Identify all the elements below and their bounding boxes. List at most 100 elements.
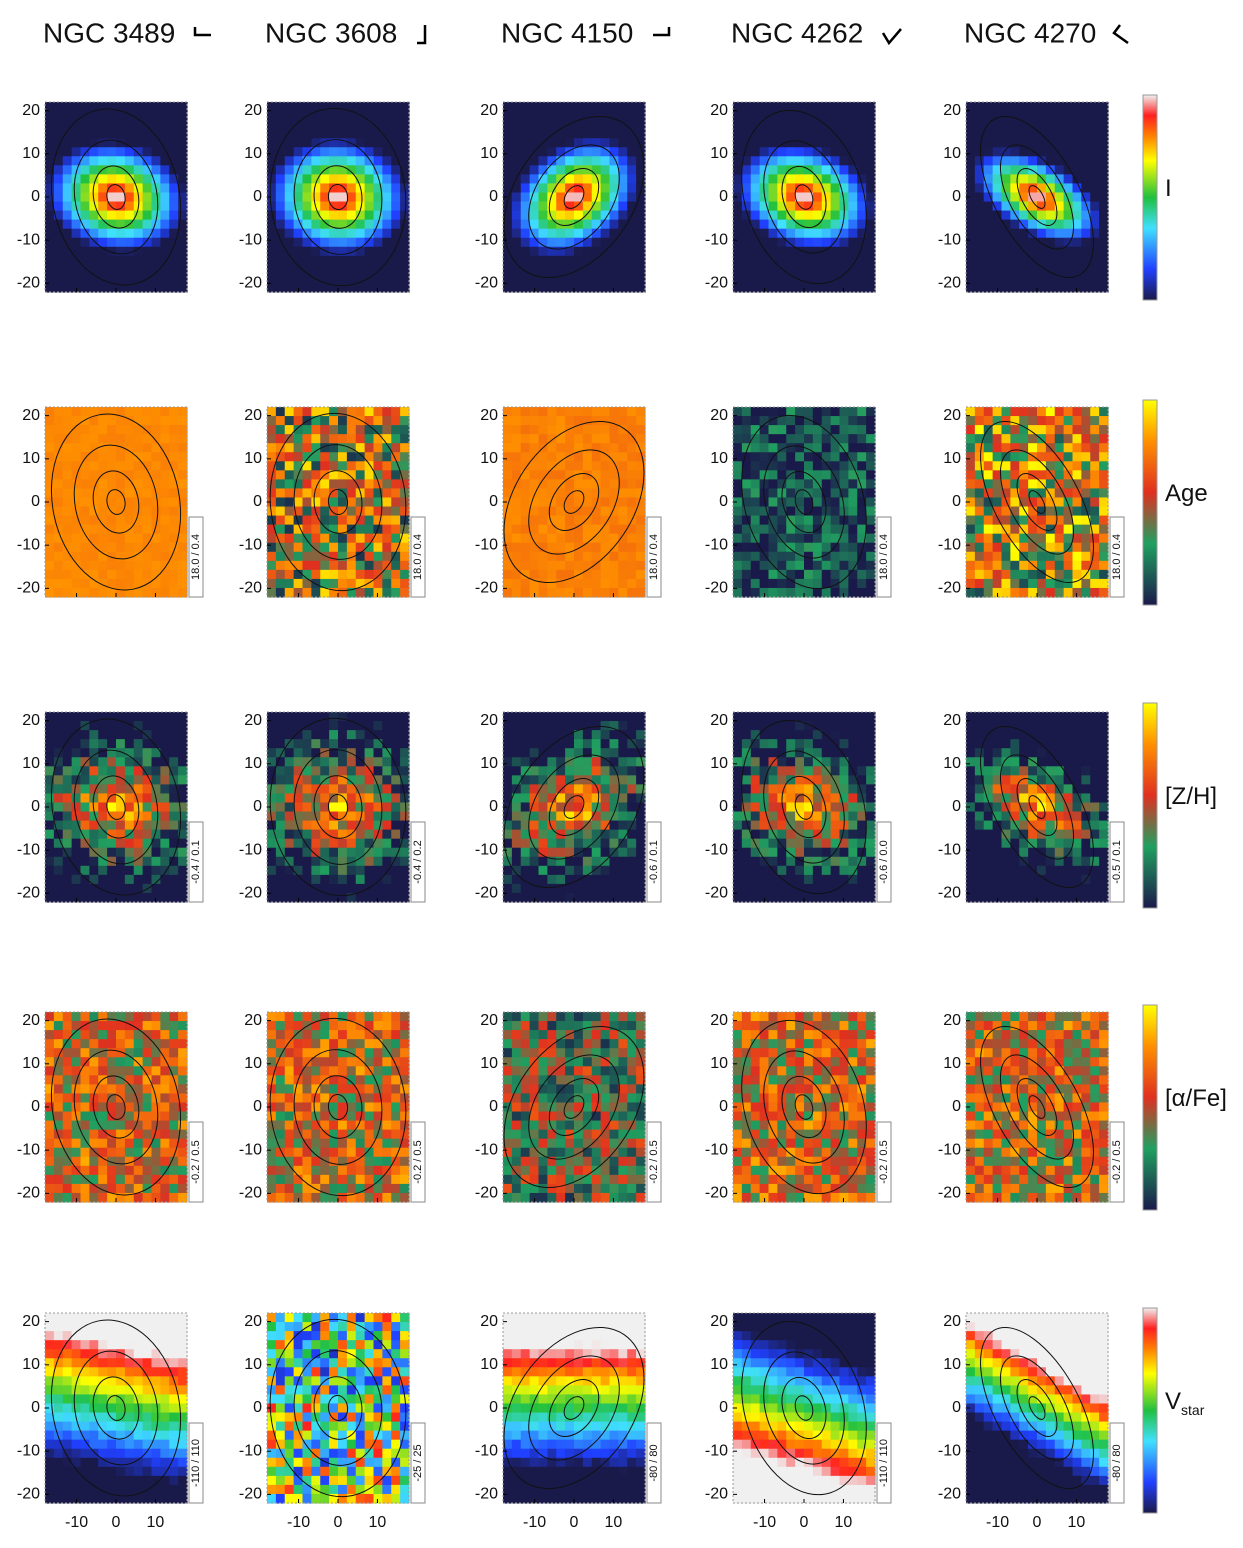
map-bin [1073,461,1082,471]
map-bin [116,848,125,858]
map-bin [152,552,161,562]
map-bin [391,470,400,480]
map-bin [592,425,601,435]
map-bin [512,830,521,840]
map-bin [857,766,866,776]
map-bin [311,793,320,803]
map-bin [143,111,152,121]
map-bin [1081,479,1090,489]
map-bin [365,857,374,867]
map-bin [751,470,760,480]
map-bin [813,543,822,553]
map-bin [1019,488,1028,498]
y-tick-label: -20 [239,885,262,902]
map-bin [975,443,984,453]
map-bin [1099,516,1108,526]
map-bin [627,461,636,471]
map-bin [1064,425,1073,435]
map-bin [1090,425,1099,435]
map-bin [857,111,866,121]
map-bin [813,147,822,157]
map-bin [975,552,984,562]
map-bin [610,866,619,876]
map-bin [285,570,294,580]
map-bin [618,102,627,112]
map-bin [866,156,875,166]
map-bin [1028,274,1037,284]
map-bin [374,588,383,598]
map-bin [303,102,312,112]
map-bin [795,434,804,444]
map-bin [89,452,98,462]
y-tick-label: 0 [253,188,262,205]
map-bin [547,443,556,453]
map-bin [760,452,769,462]
map-bin [311,265,320,275]
map-bin [751,183,760,193]
map-bin [152,202,161,212]
map-bin [391,775,400,785]
map-bin [993,570,1002,580]
map-bin [1010,461,1019,471]
map-bin [134,534,143,544]
map-bin [539,461,548,471]
map-bin [610,102,619,112]
map-bin [565,766,574,776]
map-bin [320,570,329,580]
map-bin [769,247,778,257]
map-bin [760,434,769,444]
map-bin [813,875,822,885]
map-bin [356,525,365,535]
map-bin [63,579,72,589]
map-bin [831,748,840,758]
y-tick-label: -20 [475,275,498,292]
map-bin [143,434,152,444]
map-bin [521,425,530,435]
y-tick-label: -20 [705,580,728,597]
map-bin [848,721,857,731]
map-bin [1073,156,1082,166]
map-bin [601,561,610,571]
map-bin [45,238,54,248]
map-bin [1073,129,1082,139]
map-bin [592,165,601,175]
map-bin [769,265,778,275]
map-bin [45,579,54,589]
map-bin [813,561,822,571]
map-bin [503,425,512,435]
map-bin [391,516,400,526]
map-bin [1010,570,1019,580]
map-bin [565,812,574,822]
map-bin [160,784,169,794]
map-bin [530,561,539,571]
map-bin [152,848,161,858]
map-bin [601,174,610,184]
map-bin [848,579,857,589]
map-bin [320,174,329,184]
map-bin [143,229,152,239]
map-bin [1073,111,1082,121]
map-bin [1073,497,1082,507]
map-bin [733,138,742,148]
map-bin [583,579,592,589]
map-bin [1028,247,1037,257]
map-bin [556,543,565,553]
map-bin [382,129,391,139]
map-bin [63,229,72,239]
map-bin [374,866,383,876]
map-bin [627,579,636,589]
map-bin [382,739,391,749]
map-bin [618,793,627,803]
map-bin [760,570,769,580]
map-bin [547,461,556,471]
map-bin [556,893,565,903]
map-bin [1090,165,1099,175]
map-bin [143,775,152,785]
map-bin [365,721,374,731]
map-bin [503,721,512,731]
map-bin [547,120,556,130]
map-bin [303,407,312,417]
map-bin [1099,211,1108,221]
map-bin [320,238,329,248]
map-bin [831,102,840,112]
